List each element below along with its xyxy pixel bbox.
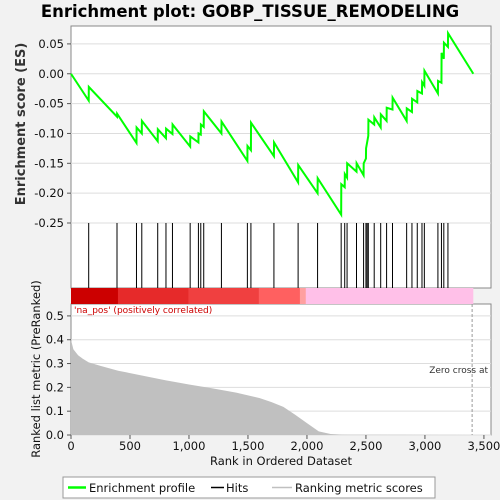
es-y-tick-label: 0.00	[38, 67, 64, 81]
legend-label-enrichment: Enrichment profile	[89, 481, 195, 495]
x-tick-label: 1,500	[231, 439, 264, 453]
metric-y-tick-label: 0.2	[46, 380, 64, 394]
heat-segment-positive	[153, 288, 160, 304]
metric-y-tick-label: 0.1	[46, 404, 64, 418]
x-tick-label: 2,500	[349, 439, 382, 453]
heat-segment-positive	[252, 288, 260, 304]
heat-segment-positive	[247, 288, 254, 304]
heat-segment-positive	[188, 288, 195, 304]
es-y-ticks: 0.05 0.00 -0.05 -0.10 -0.15 -0.20 -0.25	[34, 37, 71, 230]
legend-label-ranking: Ranking metric scores	[295, 481, 423, 495]
heat-segment-positive	[270, 288, 278, 304]
x-tick-label: 3,500	[467, 439, 500, 453]
heat-segment-positive	[194, 288, 201, 304]
heat-segment-positive	[88, 288, 96, 304]
heat-segment-positive	[258, 288, 266, 304]
metric-y-tick-label: 0.5	[46, 309, 64, 323]
positive-correlation-annotation: 'na_pos' (positively correlated)	[74, 306, 212, 316]
heat-segment-positive	[182, 288, 189, 304]
heat-segment-positive	[288, 288, 295, 304]
heat-segment-positive	[235, 288, 242, 304]
x-tick-label: 3,000	[408, 439, 441, 453]
es-y-axis-label: Enrichment score (ES)	[14, 43, 29, 206]
heat-segment-positive	[100, 288, 107, 304]
es-y-tick-label: 0.05	[38, 37, 64, 51]
enrichment-profile-line	[70, 29, 475, 219]
x-tick-label: 500	[119, 439, 141, 453]
heat-segment-positive	[129, 288, 137, 304]
ranking-metric-area	[71, 339, 474, 435]
hits-panel	[70, 222, 492, 289]
metric-y-tick-label: 0.4	[46, 333, 64, 347]
heat-segment-positive	[229, 288, 236, 304]
metric-y-tick-label: 0.0	[46, 428, 64, 442]
heat-segment-positive	[135, 288, 143, 304]
metric-y-ticks: 0.5 0.4 0.3 0.2 0.1 0.0	[46, 309, 71, 442]
es-y-tick-label: -0.15	[34, 156, 64, 170]
legend	[62, 476, 436, 499]
heat-segment-positive	[264, 288, 272, 304]
heat-segment-positive	[200, 288, 207, 304]
heat-segment-positive	[223, 288, 231, 304]
x-axis-label: Rank in Ordered Dataset	[210, 454, 353, 468]
rank-heat-bar	[71, 288, 474, 304]
heat-segment-positive	[106, 288, 113, 304]
heat-segment-positive	[211, 288, 219, 304]
heat-segment-positive	[176, 288, 184, 304]
heat-segment-positive	[164, 288, 172, 304]
zero-cross-annotation: Zero cross at	[429, 366, 488, 376]
x-ticks: 0 500 1,000 1,500 2,000 2,500 3,000 3,500	[67, 435, 500, 453]
metric-y-tick-label: 0.3	[46, 357, 64, 371]
metric-y-axis-label: Ranked list metric (PreRanked)	[29, 280, 43, 458]
heat-segment-positive	[276, 288, 283, 304]
es-y-tick-label: -0.10	[34, 126, 64, 140]
heat-segment-top	[71, 288, 88, 304]
heat-segment-positive	[241, 288, 248, 304]
es-y-tick-label: -0.05	[34, 97, 64, 111]
heat-segment-positive	[159, 288, 166, 304]
es-y-tick-label: -0.25	[34, 216, 64, 230]
x-tick-label: 1,000	[173, 439, 206, 453]
heat-segment-positive	[94, 288, 101, 304]
heat-segment-positive	[147, 288, 154, 304]
chart-title: Enrichment plot: GOBP_TISSUE_REMODELING	[41, 2, 459, 21]
heat-segment-positive	[294, 288, 301, 304]
heat-segment-positive	[217, 288, 225, 304]
heat-segment-positive	[117, 288, 125, 304]
heat-segment-positive	[282, 288, 289, 304]
x-tick-label: 2,000	[290, 439, 323, 453]
heat-segment-positive	[205, 288, 213, 304]
heat-segment-positive	[170, 288, 178, 304]
es-y-tick-label: -0.20	[34, 186, 64, 200]
heat-segment-positive	[299, 288, 307, 304]
heat-segment-positive	[123, 288, 131, 304]
x-tick-label: 0	[67, 439, 74, 453]
heat-segment-positive	[141, 288, 148, 304]
heat-segment-negative	[305, 288, 474, 304]
legend-label-hits: Hits	[226, 481, 248, 495]
heat-segment-positive	[112, 288, 119, 304]
hit-marks	[88, 223, 449, 288]
es-gridlines	[71, 43, 491, 224]
